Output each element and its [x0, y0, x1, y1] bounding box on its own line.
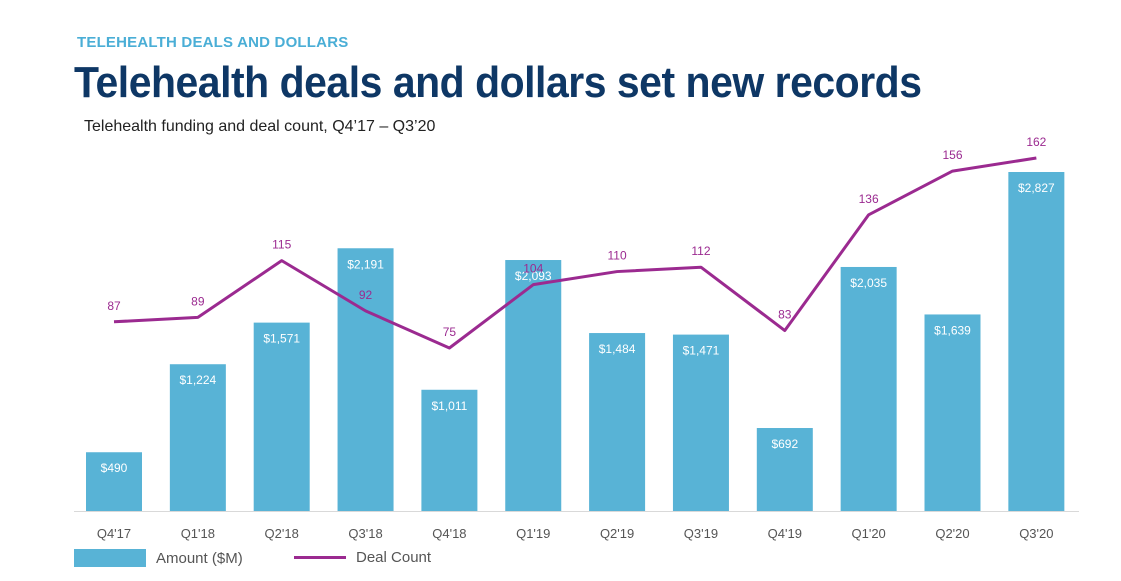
- bar-value-label-9: $2,035: [850, 276, 887, 290]
- bar-0: [86, 452, 142, 511]
- bar-value-label-5: $2,093: [515, 269, 552, 283]
- bar-11: [1008, 172, 1065, 511]
- bar-6: [589, 333, 646, 511]
- line-value-label-3: 92: [359, 288, 373, 302]
- bar-value-label-4: $1,011: [431, 399, 467, 413]
- x-axis-tick-labels: Q4'17 Q1'18 Q2'18 Q3'18 Q4'18 Q1'19 Q2'19 Q3'19…: [97, 526, 1054, 541]
- bar-value-label-8: $692: [771, 437, 798, 451]
- bar-1: [169, 364, 226, 511]
- line-data-labels: 87 89 115 92 75 104 110 112 83 136 156 162: [107, 135, 1046, 339]
- bar-3: [337, 248, 394, 512]
- line-value-label-10: 156: [942, 148, 962, 162]
- legend-swatch-line: [294, 556, 346, 559]
- x-tick-label-3: Q3'18: [348, 526, 382, 541]
- x-tick-label-0: Q4'17: [97, 526, 131, 541]
- x-tick-label-5: Q1'19: [516, 526, 550, 541]
- line-value-label-2: 115: [272, 238, 291, 252]
- line-value-label-9: 136: [859, 192, 879, 206]
- bar-9: [840, 266, 897, 511]
- bar-value-label-11: $2,827: [1018, 181, 1055, 195]
- chart-subtitle: Telehealth funding and deal count, Q4’17…: [84, 118, 436, 135]
- bar-2: [253, 322, 310, 511]
- line-value-label-11: 162: [1026, 135, 1046, 149]
- bar-7: [672, 334, 729, 511]
- bar-value-label-6: $1,484: [599, 342, 636, 356]
- x-tick-label-11: Q3'20: [1019, 526, 1053, 541]
- x-tick-label-9: Q1'20: [852, 526, 886, 541]
- legend-label-amount: Amount ($M): [156, 549, 243, 567]
- x-tick-label-7: Q3'19: [684, 526, 718, 541]
- legend-item-amount: Amount ($M): [74, 549, 243, 567]
- bar-4: [421, 389, 478, 511]
- bar-series-amount: [86, 172, 1065, 512]
- line-value-label-8: 83: [778, 308, 792, 322]
- x-tick-label-4: Q4'18: [432, 526, 466, 541]
- line-value-label-1: 89: [191, 294, 205, 308]
- legend-item-deal-count: Deal Count: [294, 549, 431, 566]
- line-value-label-5: 104: [523, 262, 543, 276]
- bar-5: [505, 260, 562, 511]
- page-title: Telehealth deals and dollars set new rec…: [74, 58, 922, 107]
- line-value-label-0: 87: [107, 299, 121, 313]
- section-kicker: TELEHEALTH DEALS AND DOLLARS: [77, 34, 349, 51]
- deal-count-line: [113, 156, 1037, 350]
- bar-value-label-10: $1,639: [934, 323, 971, 337]
- bar-10: [924, 314, 981, 511]
- legend-swatch-bar: [74, 549, 146, 567]
- bar-value-label-2: $1,571: [263, 332, 300, 346]
- x-tick-label-1: Q1'18: [181, 526, 215, 541]
- x-tick-label-8: Q4'19: [768, 526, 802, 541]
- bar-value-label-3: $2,191: [347, 257, 384, 271]
- line-value-label-7: 112: [691, 244, 710, 258]
- x-tick-label-10: Q2'20: [935, 526, 969, 541]
- x-tick-label-2: Q2'18: [265, 526, 299, 541]
- bar-value-label-1: $1,224: [179, 373, 216, 387]
- line-value-label-6: 110: [608, 249, 627, 263]
- bar-value-label-0: $490: [101, 461, 128, 475]
- legend-label-deal-count: Deal Count: [356, 549, 432, 566]
- line-value-label-4: 75: [443, 325, 457, 339]
- bar-value-label-7: $1,471: [683, 344, 720, 358]
- bar-data-labels: $490 $1,224 $1,571 $2,191 $1,011 $2,093 $1,484…: [101, 181, 1055, 475]
- bar-8: [756, 428, 813, 511]
- x-tick-label-6: Q2'19: [600, 526, 634, 541]
